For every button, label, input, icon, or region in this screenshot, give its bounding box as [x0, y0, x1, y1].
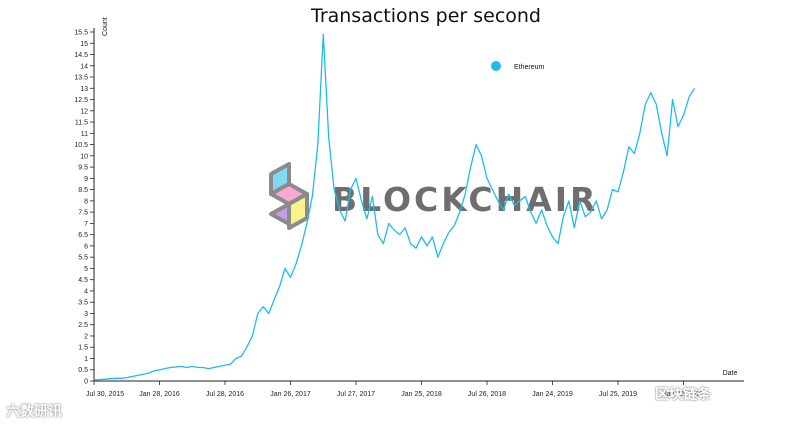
x-ticks: Jul 30, 2015 Jan 28, 2016 Jul 28, 2016 Jan … [86, 381, 704, 398]
y-tick-label: 12 [80, 108, 88, 115]
y-tick-label: 11.5 [75, 120, 88, 127]
legend[interactable]: Ethereum [491, 61, 545, 71]
series-line-ethereum [93, 33, 695, 381]
chart-title: Transactions per second [310, 5, 541, 27]
x-tick-label: Jul 30, 2015 [86, 391, 124, 398]
y-tick-label: 15 [80, 41, 88, 48]
y-tick-label: 10.5 [74, 142, 88, 149]
y-tick-label: 8 [84, 198, 88, 205]
y-tick-label: 9.5 [78, 165, 88, 172]
x-tick-label: Jul 27, 2017 [337, 391, 375, 398]
y-tick-label: 7 [84, 221, 88, 228]
y-ticks: 00.511.522.533.544.555.566.577.588.599.5… [74, 30, 94, 386]
x-tick-label: Jan 26, 2017 [270, 391, 311, 398]
y-tick-label: 2.5 [78, 322, 88, 329]
y-tick-label: 11 [81, 131, 88, 138]
y-tick-label: 5.5 [78, 255, 88, 262]
legend-marker-ethereum [491, 61, 501, 71]
y-tick-label: 4.5 [78, 277, 88, 284]
y-tick-label: 0 [84, 379, 88, 386]
x-tick-label: Jul 25, 2019 [599, 391, 637, 398]
blockchair-logo: BLOCKCHAIR [269, 162, 595, 230]
y-tick-label: 4 [84, 288, 88, 295]
blockchair-cube-icon [269, 162, 309, 230]
y-axis-label: Count [102, 17, 109, 36]
source-watermark-right: 区块链条 [655, 386, 711, 402]
legend-label-ethereum: Ethereum [514, 64, 545, 71]
x-tick-label: Jul 28, 2016 [206, 391, 244, 398]
x-tick-label: Jan 28, 2016 [139, 391, 180, 398]
y-tick-label: 15.5 [74, 30, 88, 37]
y-tick-label: 12.5 [74, 97, 88, 104]
y-tick-label: 13.5 [74, 75, 88, 82]
y-tick-label: 1.5 [78, 345, 88, 352]
y-tick-label: 3 [84, 311, 88, 318]
x-tick-label: Jan 23, 2020 [663, 391, 704, 398]
y-tick-label: 10 [80, 153, 88, 160]
source-watermark-left: 六数研讯 [6, 403, 62, 419]
y-tick-label: 1 [84, 356, 88, 363]
y-tick-label: 6 [84, 243, 88, 250]
y-tick-label: 9 [84, 176, 88, 183]
y-tick-label: 6.5 [78, 232, 88, 239]
y-tick-label: 0.5 [78, 367, 88, 374]
y-tick-label: 14 [80, 63, 88, 70]
series-layer [93, 33, 695, 381]
y-tick-label: 7.5 [78, 210, 88, 217]
x-tick-label: Jan 24, 2019 [532, 391, 573, 398]
y-tick-label: 8.5 [78, 187, 88, 194]
y-tick-label: 5 [84, 266, 88, 273]
y-tick-label: 3.5 [78, 300, 88, 307]
y-tick-label: 14.5 [74, 52, 88, 59]
x-axis-label: Date [723, 370, 738, 377]
y-tick-label: 13 [80, 86, 88, 93]
x-tick-label: Jan 25, 2018 [401, 391, 442, 398]
y-tick-label: 2 [84, 333, 88, 340]
x-tick-label: Jul 26, 2018 [468, 391, 506, 398]
